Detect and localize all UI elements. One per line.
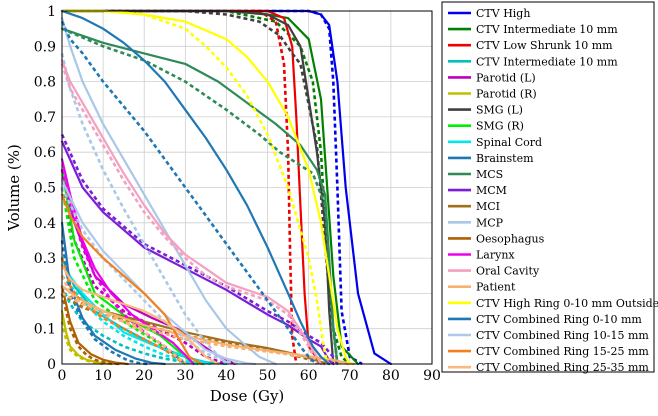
x-tick-label: 40 xyxy=(218,368,236,384)
series-line-solid xyxy=(60,140,335,366)
legend-entry: CTV Combined Ring 15-25 mm xyxy=(476,345,649,358)
y-tick-label: 0.8 xyxy=(34,75,56,91)
series-line-dashed xyxy=(61,292,350,366)
x-tick-label: 30 xyxy=(176,368,194,384)
series-line-dashed xyxy=(60,321,104,366)
y-axis-title: Volume (%) xyxy=(5,144,23,232)
series-line-dashed xyxy=(62,9,329,365)
series-line-solid xyxy=(60,59,323,366)
series-line-solid xyxy=(60,17,277,366)
legend-entry: CTV Intermediate 10 mm xyxy=(476,55,618,68)
y-tick-label: 1 xyxy=(47,4,56,20)
series-line-dashed xyxy=(62,9,339,365)
series-line-dashed xyxy=(60,186,240,366)
legend-entry: Patient xyxy=(476,281,516,294)
legend: CTV High CTV Intermediate 10 mm CTV Low Sh… xyxy=(441,1,658,374)
legend-entry: MCS xyxy=(476,168,503,181)
x-tick-label: 20 xyxy=(135,368,153,384)
x-axis-title: Dose (Gy) xyxy=(210,387,285,405)
legend-entry: CTV Low Shrunk 10 mm xyxy=(476,39,613,52)
plot-frame xyxy=(61,10,433,365)
series-line-dashed xyxy=(62,9,363,366)
y-tick-label: 0.7 xyxy=(34,110,56,126)
x-tick-label: 90 xyxy=(423,368,441,384)
legend-entry: CTV Intermediate 10 mm xyxy=(476,23,618,36)
x-tick-label: 50 xyxy=(259,368,277,384)
series-line-solid xyxy=(60,9,392,366)
legend-entry: CTV Combined Ring 10-15 mm xyxy=(476,329,649,342)
legend-entry: CTV Combined Ring 0-10 mm xyxy=(476,313,642,326)
series-line-dashed xyxy=(60,240,149,366)
series-line-dashed xyxy=(60,257,187,366)
series-line-dashed xyxy=(60,275,187,365)
legend-entry: Oral Cavity xyxy=(476,265,540,278)
x-tick-label: 80 xyxy=(382,368,400,384)
y-tick-label: 0.5 xyxy=(34,181,56,197)
legend-entry: MCI xyxy=(476,200,500,213)
y-tick-label: 0.3 xyxy=(34,251,56,267)
series-line-dashed xyxy=(60,21,318,365)
x-tick-label: 10 xyxy=(94,368,112,384)
legend-entry: CTV High Ring 0-10 mm Outside xyxy=(476,297,658,310)
legend-entry: SMG (R) xyxy=(476,120,524,133)
legend-entry: Parotid (R) xyxy=(476,88,537,101)
legend-entry: SMG (L) xyxy=(476,104,523,117)
legend-entry: CTV High xyxy=(476,7,530,20)
series-line-dashed xyxy=(60,187,187,365)
series-line-solid xyxy=(60,193,203,366)
legend-entry: MCM xyxy=(476,184,507,197)
y-tick-label: 0.4 xyxy=(34,216,56,232)
series-line-solid xyxy=(60,264,220,366)
series-line-dashed xyxy=(62,9,298,365)
y-tick-label: 0.9 xyxy=(34,39,56,55)
series-layer xyxy=(60,9,392,366)
series-line-dashed xyxy=(61,27,339,365)
series-line-solid xyxy=(60,9,351,366)
series-line-solid xyxy=(60,221,166,366)
legend-entry: Larynx xyxy=(476,249,515,262)
axis-layer: 0 10 20 30 40 50 60 70 80 90 0 0.1 0.2 0.3 0.4 0.5 0.6 0.… xyxy=(34,4,441,384)
series-line-solid xyxy=(60,9,331,366)
y-tick-label: 0 xyxy=(47,357,56,373)
legend-entry: Brainstem xyxy=(476,152,534,165)
y-tick-label: 0.6 xyxy=(34,145,56,161)
series-line-solid xyxy=(60,9,323,366)
series-line-dashed xyxy=(60,63,319,365)
legend-entry: MCP xyxy=(476,216,504,229)
y-tick-label: 0.2 xyxy=(34,286,56,302)
legend-entry: CTV Combined Ring 25-35 mm xyxy=(476,361,649,374)
legend-entry: Spinal Cord xyxy=(476,136,542,149)
x-tick-label: 0 xyxy=(58,368,67,384)
y-tick-label: 0.1 xyxy=(34,322,56,338)
legend-entry: Parotid (L) xyxy=(476,71,536,84)
x-tick-label: 70 xyxy=(341,368,359,384)
series-line-dashed xyxy=(60,293,120,366)
legend-box xyxy=(441,1,655,373)
legend-entry: Oesophagus xyxy=(476,232,545,245)
x-tick-label: 60 xyxy=(300,368,318,384)
series-line-solid xyxy=(60,310,113,366)
series-line-dashed xyxy=(62,9,351,365)
